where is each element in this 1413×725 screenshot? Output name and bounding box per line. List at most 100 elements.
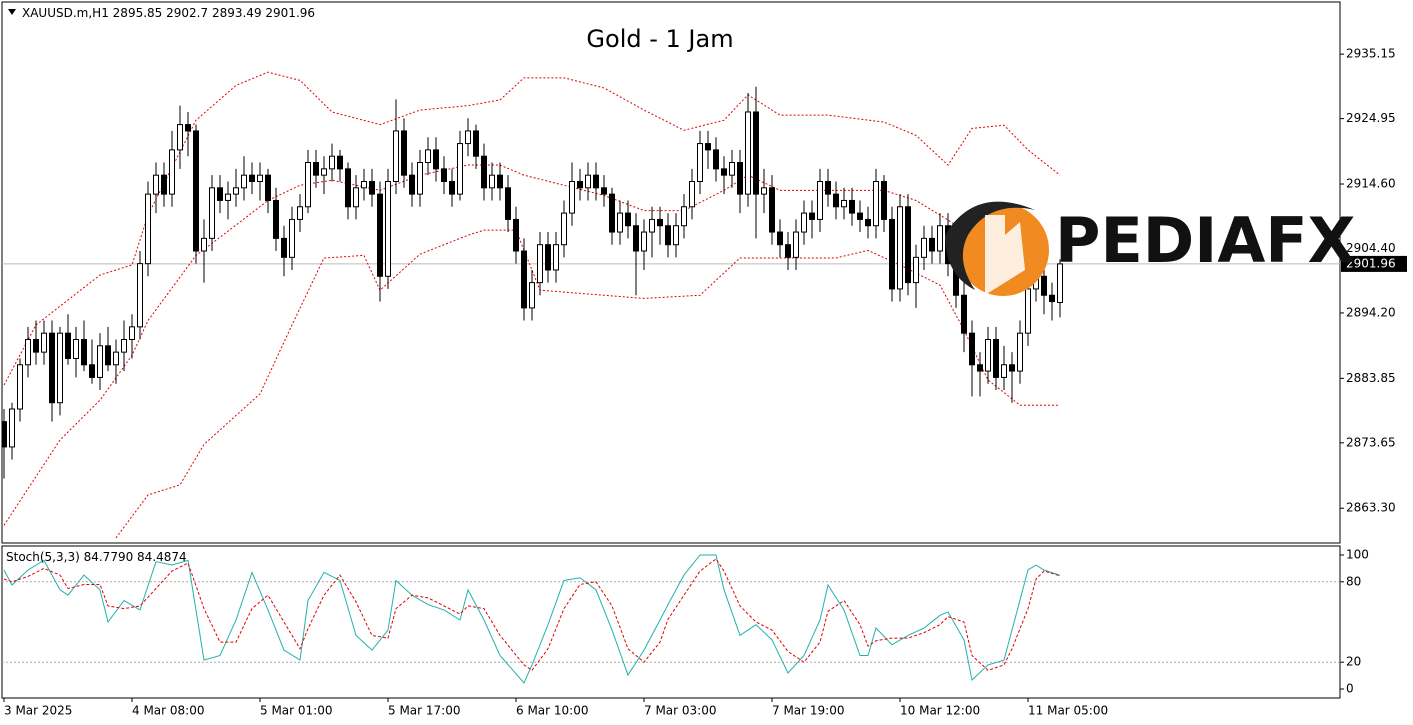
candle-body: [769, 187, 775, 233]
candle-body: [865, 218, 871, 227]
candle-body: [49, 332, 55, 404]
candle-body: [1041, 275, 1047, 296]
y-tick-label: 2883.85: [1346, 371, 1396, 385]
candle-body: [513, 218, 519, 252]
candle-body: [529, 282, 535, 309]
candle-body: [25, 338, 31, 366]
stoch-signal: [3, 558, 1061, 671]
x-tick-label: 3 Mar 2025: [4, 704, 72, 718]
candle-body: [889, 218, 895, 290]
candle-body: [1057, 263, 1063, 304]
candle-body: [465, 130, 471, 145]
candle-body: [553, 244, 559, 271]
candle-body: [113, 351, 119, 366]
candle-body: [145, 193, 151, 265]
candle-body: [961, 294, 967, 334]
candle-body: [929, 237, 935, 252]
y-tick-label: 2914.60: [1346, 177, 1396, 191]
candle-body: [761, 187, 767, 195]
candle-body: [41, 332, 47, 353]
candle-body: [593, 174, 599, 189]
candle-body: [745, 111, 751, 195]
candle-body: [297, 206, 303, 220]
x-tick-label: 11 Mar 05:00: [1028, 704, 1108, 718]
candle-body: [249, 174, 255, 182]
candle-body: [817, 180, 823, 220]
candle-body: [433, 149, 439, 170]
candle-body: [809, 212, 815, 220]
x-tick-label: 4 Mar 08:00: [132, 704, 205, 718]
candle-body: [825, 180, 831, 195]
candle-body: [641, 231, 647, 252]
band-lower: [115, 229, 1060, 539]
candle-body: [585, 174, 591, 189]
stoch-tick-label: 80: [1346, 574, 1361, 588]
candle-body: [913, 256, 919, 284]
stoch-main-readout: 84.7790: [84, 550, 134, 564]
close: 2901.96: [265, 6, 315, 20]
candle-body: [921, 237, 927, 258]
candle-body: [577, 180, 583, 189]
candle-body: [481, 155, 487, 189]
candle-body: [57, 332, 63, 404]
candle-body: [617, 212, 623, 233]
x-tick-label: 5 Mar 01:00: [260, 704, 333, 718]
stoch-signal-readout: 84.4874: [137, 550, 187, 564]
candle-body: [65, 332, 71, 359]
candle-body: [881, 180, 887, 220]
candle-body: [321, 168, 327, 176]
candle-body: [625, 212, 631, 227]
candle-body: [545, 244, 551, 271]
candle-body: [785, 244, 791, 258]
candle-body: [289, 218, 295, 258]
candle-body: [417, 162, 423, 195]
candle-body: [129, 326, 135, 340]
candle-body: [313, 162, 319, 176]
candle-body: [457, 143, 463, 195]
candle-body: [1009, 364, 1015, 372]
candle-body: [409, 174, 415, 195]
candle-body: [793, 231, 799, 258]
candle-body: [993, 338, 999, 378]
candle-body: [489, 174, 495, 189]
x-tick-label: 7 Mar 03:00: [644, 704, 717, 718]
stoch-tick-label: 0: [1346, 682, 1354, 696]
candle-body: [121, 338, 127, 353]
high: 2902.7: [166, 6, 208, 20]
candle-body: [729, 162, 735, 176]
candle-body: [969, 332, 975, 366]
price-label: 2901.96: [1346, 256, 1396, 270]
x-tick-label: 7 Mar 19:00: [772, 704, 845, 718]
main-frame: [1, 1, 1341, 544]
candle-body: [233, 187, 239, 195]
y-tick-label: 2924.95: [1346, 111, 1396, 125]
candle-body: [385, 180, 391, 277]
y-tick-label: 2904.40: [1346, 241, 1396, 255]
candle-body: [521, 250, 527, 309]
candle-body: [281, 237, 287, 258]
candle-body: [73, 338, 79, 359]
candle-body: [497, 174, 503, 189]
y-tick-label: 2935.15: [1346, 47, 1396, 61]
candle-body: [977, 364, 983, 372]
candle-body: [833, 193, 839, 208]
main-plot: [2, 71, 1340, 539]
candle-body: [2, 421, 7, 448]
candle-body: [441, 168, 447, 182]
candle-body: [753, 111, 759, 195]
candle-body: [665, 225, 671, 246]
candle-body: [185, 124, 191, 132]
candle-body: [137, 263, 143, 328]
candle-body: [337, 155, 343, 170]
candle-body: [569, 180, 575, 214]
x-tick-label: 10 Mar 12:00: [900, 704, 980, 718]
y-tick-label: 2863.30: [1346, 501, 1396, 515]
candle-body: [89, 364, 95, 378]
stoch-tick-label: 20: [1346, 655, 1361, 669]
candle-body: [897, 206, 903, 290]
candle-body: [473, 130, 479, 157]
candle-body: [777, 231, 783, 246]
candle-body: [377, 193, 383, 277]
